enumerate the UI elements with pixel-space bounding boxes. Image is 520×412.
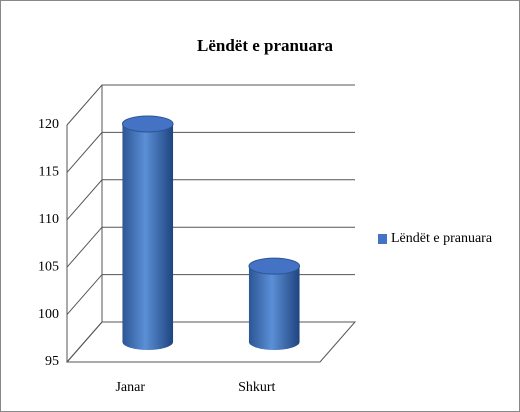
y-tick-label: 115 (39, 165, 59, 180)
y-tick-label: 95 (45, 354, 59, 369)
x-tick-label: Shkurt (238, 380, 275, 395)
y-tick-label: 100 (38, 307, 59, 322)
bar (122, 123, 174, 351)
legend-swatch (378, 234, 387, 244)
chart-title: Lëndët e pranuara (197, 36, 334, 55)
bar-top (248, 257, 301, 275)
y-tick-label: 110 (39, 212, 59, 227)
bar-top (121, 115, 174, 133)
y-tick-label: 105 (38, 259, 59, 274)
legend-label: Lëndët e pranuara (391, 231, 493, 246)
y-tick-label: 120 (38, 117, 59, 132)
x-tick-label: Janar (115, 380, 145, 395)
bar (248, 266, 300, 350)
